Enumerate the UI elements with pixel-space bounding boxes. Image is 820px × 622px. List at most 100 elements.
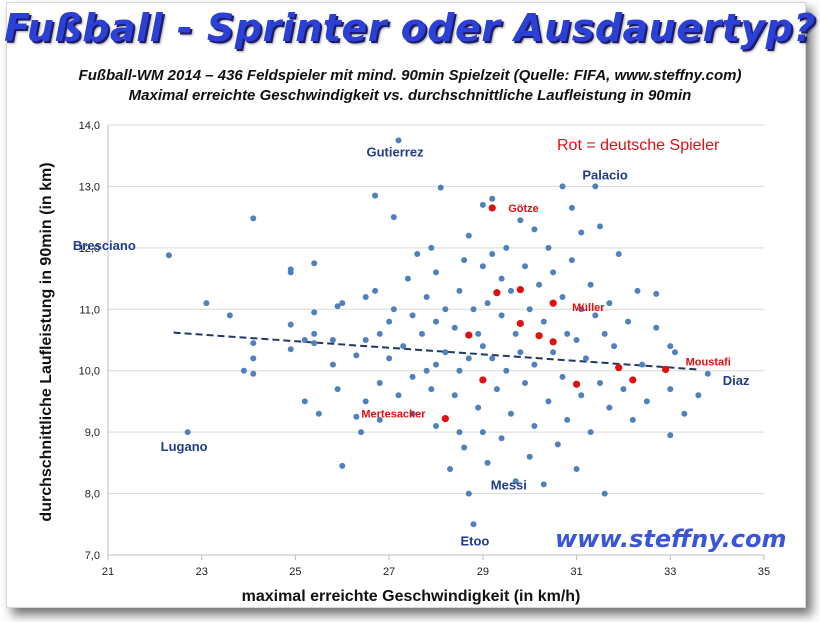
data-point (433, 269, 439, 276)
legend-note: Rot = deutsche Spieler (557, 137, 720, 154)
data-point (587, 429, 594, 436)
data-point (704, 370, 711, 377)
german-player-point (629, 376, 637, 384)
y-tick-label: 11,0 (79, 304, 100, 316)
data-point (629, 416, 636, 423)
data-point (498, 435, 505, 442)
data-point (620, 386, 627, 393)
data-point (442, 349, 449, 356)
x-tick-label: 27 (383, 566, 395, 578)
data-point (165, 252, 172, 259)
data-point (456, 287, 463, 294)
data-point (503, 244, 510, 251)
y-axis-label: durchschnittliche Laufleistung in 90min … (38, 162, 55, 521)
data-point (592, 183, 599, 190)
data-point (329, 361, 336, 368)
data-point (386, 318, 393, 325)
data-point (582, 355, 589, 362)
y-tick-label: 14,0 (79, 120, 100, 132)
data-point (203, 300, 210, 307)
data-point (395, 392, 402, 399)
data-point (559, 183, 566, 190)
data-point (498, 275, 505, 282)
y-tick-label: 8,0 (85, 489, 100, 501)
gridlines (107, 124, 765, 560)
data-point (287, 346, 294, 353)
data-point (578, 229, 585, 236)
data-point (507, 287, 514, 294)
data-point (423, 367, 430, 374)
player-label: Palacio (582, 167, 628, 182)
data-point (250, 355, 257, 362)
data-point (667, 386, 674, 393)
data-point (550, 269, 557, 276)
data-point (578, 306, 585, 313)
data-point (376, 416, 383, 423)
data-point (667, 432, 674, 439)
data-point (461, 444, 468, 451)
data-point (493, 386, 500, 393)
data-point (522, 263, 529, 270)
data-point (475, 404, 482, 411)
german-player-point (549, 299, 557, 307)
german-player-point (535, 332, 543, 340)
data-point (578, 392, 585, 399)
data-point (484, 459, 491, 466)
data-point (601, 490, 608, 497)
data-point (479, 343, 486, 350)
data-point (386, 355, 393, 362)
german-player-point (516, 319, 524, 328)
data-point (470, 521, 477, 528)
data-point (456, 429, 463, 436)
player-label: Messi (491, 477, 527, 492)
data-point (409, 373, 416, 380)
data-point (400, 343, 407, 350)
data-point (465, 490, 472, 497)
data-point (568, 204, 575, 211)
data-point (512, 478, 519, 485)
data-point (433, 361, 439, 368)
data-point (372, 287, 379, 294)
x-tick-label: 23 (196, 566, 208, 578)
german-player-label: Götze (508, 203, 539, 215)
data-point (517, 349, 524, 356)
player-label: Etoo (460, 533, 489, 548)
data-point (437, 184, 444, 191)
data-point (526, 306, 533, 313)
data-point (390, 306, 397, 313)
data-point (531, 423, 538, 429)
data-point (564, 330, 571, 337)
y-tick-labels: 7,0 8,0 9,0 10,0 11,0 12,0 13,0 14,0 (79, 120, 100, 562)
player-label: Lugano (161, 439, 208, 454)
data-point (489, 195, 496, 202)
data-point (339, 300, 346, 307)
data-point (503, 367, 510, 374)
data-point (334, 386, 341, 393)
data-point (362, 294, 369, 300)
data-point (451, 392, 458, 399)
german-player-label: Müller (572, 302, 605, 314)
data-point (339, 462, 346, 469)
data-point (465, 355, 472, 362)
data-point (568, 257, 575, 264)
data-point (489, 251, 496, 257)
data-point (428, 244, 435, 251)
data-point (597, 380, 603, 386)
data-point (639, 361, 646, 368)
y-tick-label: 12,0 (79, 243, 100, 255)
data-point (695, 392, 702, 399)
data-point (564, 416, 571, 423)
data-point (362, 398, 369, 405)
data-point (479, 263, 486, 270)
data-point (395, 137, 402, 144)
data-point (465, 232, 472, 239)
data-point (536, 281, 543, 288)
data-point (587, 281, 594, 288)
data-point (559, 373, 566, 380)
data-point (423, 294, 430, 300)
chart-subtitle-description: Maximal erreichte Geschwindigkeit vs. du… (128, 87, 692, 104)
data-point (681, 410, 688, 417)
data-point (507, 410, 514, 417)
data-point (540, 318, 547, 325)
